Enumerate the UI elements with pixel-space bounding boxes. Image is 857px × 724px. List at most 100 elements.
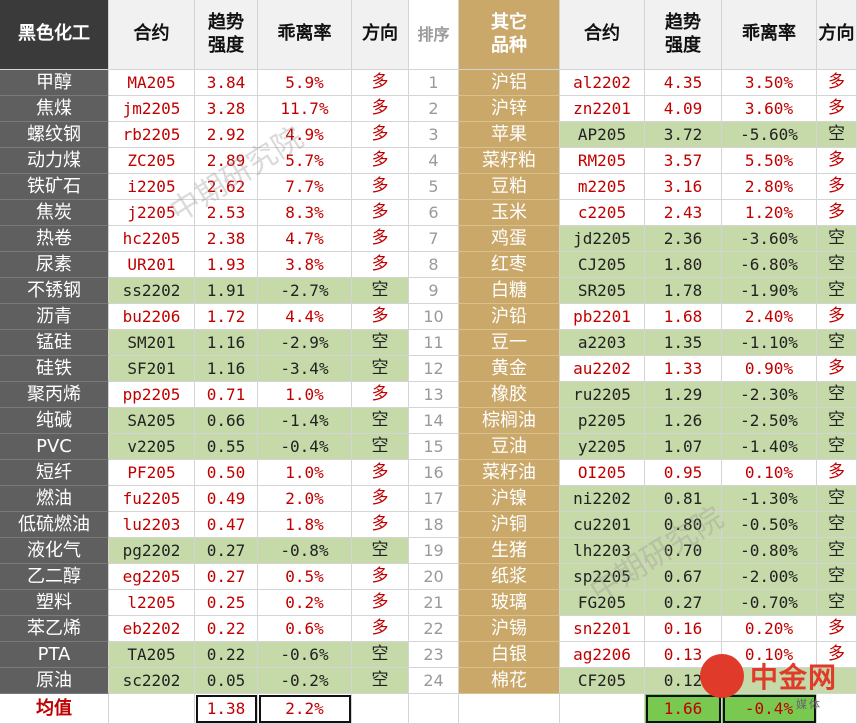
left-trend-strength: 2.92 — [195, 122, 258, 148]
right-direction: 空 — [817, 434, 857, 460]
left-commodity-name: PTA — [0, 642, 109, 668]
left-commodity-name: 聚丙烯 — [0, 382, 109, 408]
rank-number: 7 — [409, 226, 459, 252]
right-contract: FG205 — [560, 590, 645, 616]
left-deviation: 4.4% — [258, 304, 352, 330]
left-trend-strength: 0.71 — [195, 382, 258, 408]
left-deviation: 5.9% — [258, 70, 352, 96]
left-contract: lu2203 — [109, 512, 195, 538]
right-trend-strength: 0.67 — [645, 564, 722, 590]
right-contract: m2205 — [560, 174, 645, 200]
average-empty — [459, 694, 560, 724]
left-commodity-name: 沥青 — [0, 304, 109, 330]
right-trend-strength: 1.26 — [645, 408, 722, 434]
rank-number: 12 — [409, 356, 459, 382]
right-deviation: -2.30% — [722, 382, 817, 408]
left-commodity-name: 原油 — [0, 668, 109, 694]
right-deviation: -1.10% — [722, 330, 817, 356]
logo-emblem-icon — [700, 654, 744, 698]
rank-number: 6 — [409, 200, 459, 226]
right-contract: SR205 — [560, 278, 645, 304]
right-contract: al2202 — [560, 70, 645, 96]
right-trend-strength: 1.07 — [645, 434, 722, 460]
left-contract: TA205 — [109, 642, 195, 668]
left-commodity-name: 动力煤 — [0, 148, 109, 174]
right-contract: a2203 — [560, 330, 645, 356]
header-contract-left: 合约 — [109, 0, 195, 70]
left-direction: 多 — [352, 304, 409, 330]
left-commodity-name: 锰硅 — [0, 330, 109, 356]
right-trend-strength: 0.70 — [645, 538, 722, 564]
left-deviation: -0.2% — [258, 668, 352, 694]
left-contract: ZC205 — [109, 148, 195, 174]
right-commodity-name: 红枣 — [459, 252, 560, 278]
rank-number: 17 — [409, 486, 459, 512]
left-trend-strength: 0.47 — [195, 512, 258, 538]
right-commodity-name: 棕榈油 — [459, 408, 560, 434]
rank-number: 20 — [409, 564, 459, 590]
right-contract: zn2201 — [560, 96, 645, 122]
rank-number: 16 — [409, 460, 459, 486]
right-commodity-name: 鸡蛋 — [459, 226, 560, 252]
right-deviation: 2.80% — [722, 174, 817, 200]
brand-logo: 中金网 媒体 — [700, 650, 850, 711]
right-commodity-name: 菜籽粕 — [459, 148, 560, 174]
right-contract: cu2201 — [560, 512, 645, 538]
left-average-trend: 1.38 — [195, 694, 258, 724]
left-deviation: 0.2% — [258, 590, 352, 616]
right-commodity-name: 沪铜 — [459, 512, 560, 538]
left-contract: ss2202 — [109, 278, 195, 304]
right-direction — [817, 668, 857, 694]
left-direction: 空 — [352, 434, 409, 460]
left-direction: 多 — [352, 148, 409, 174]
rank-number: 22 — [409, 616, 459, 642]
right-commodity-name: 沪锌 — [459, 96, 560, 122]
left-deviation: -0.8% — [258, 538, 352, 564]
rank-number: 13 — [409, 382, 459, 408]
right-contract: c2205 — [560, 200, 645, 226]
left-direction: 多 — [352, 616, 409, 642]
right-trend-strength: 0.81 — [645, 486, 722, 512]
right-commodity-name: 橡胶 — [459, 382, 560, 408]
right-contract: ru2205 — [560, 382, 645, 408]
right-contract: OI205 — [560, 460, 645, 486]
right-trend-strength: 4.35 — [645, 70, 722, 96]
right-commodity-name: 黄金 — [459, 356, 560, 382]
right-contract: pb2201 — [560, 304, 645, 330]
right-direction: 空 — [817, 564, 857, 590]
left-trend-strength: 0.27 — [195, 538, 258, 564]
right-direction: 多 — [817, 174, 857, 200]
right-contract: sp2205 — [560, 564, 645, 590]
right-trend-strength: 1.33 — [645, 356, 722, 382]
right-commodity-name: 豆油 — [459, 434, 560, 460]
left-contract: SA205 — [109, 408, 195, 434]
left-commodity-name: 焦炭 — [0, 200, 109, 226]
left-trend-strength: 1.16 — [195, 356, 258, 382]
right-trend-strength: 1.78 — [645, 278, 722, 304]
left-direction: 多 — [352, 70, 409, 96]
average-empty — [409, 694, 459, 724]
left-contract: SF201 — [109, 356, 195, 382]
right-commodity-name: 白糖 — [459, 278, 560, 304]
header-contract-right: 合约 — [560, 0, 645, 70]
right-trend-strength: 4.09 — [645, 96, 722, 122]
right-deviation: 2.40% — [722, 304, 817, 330]
left-direction: 空 — [352, 642, 409, 668]
header-deviation-left: 乖离率 — [258, 0, 352, 70]
left-commodity-name: 尿素 — [0, 252, 109, 278]
left-contract: eg2205 — [109, 564, 195, 590]
average-empty — [352, 694, 409, 724]
right-contract: y2205 — [560, 434, 645, 460]
right-deviation: -1.90% — [722, 278, 817, 304]
right-trend-strength: 1.80 — [645, 252, 722, 278]
left-trend-strength: 0.25 — [195, 590, 258, 616]
left-trend-strength: 2.89 — [195, 148, 258, 174]
left-direction: 空 — [352, 278, 409, 304]
left-deviation: 7.7% — [258, 174, 352, 200]
rank-number: 5 — [409, 174, 459, 200]
rank-number: 14 — [409, 408, 459, 434]
left-contract: SM201 — [109, 330, 195, 356]
right-deviation: 0.90% — [722, 356, 817, 382]
left-trend-strength: 0.22 — [195, 642, 258, 668]
right-trend-strength: 0.27 — [645, 590, 722, 616]
